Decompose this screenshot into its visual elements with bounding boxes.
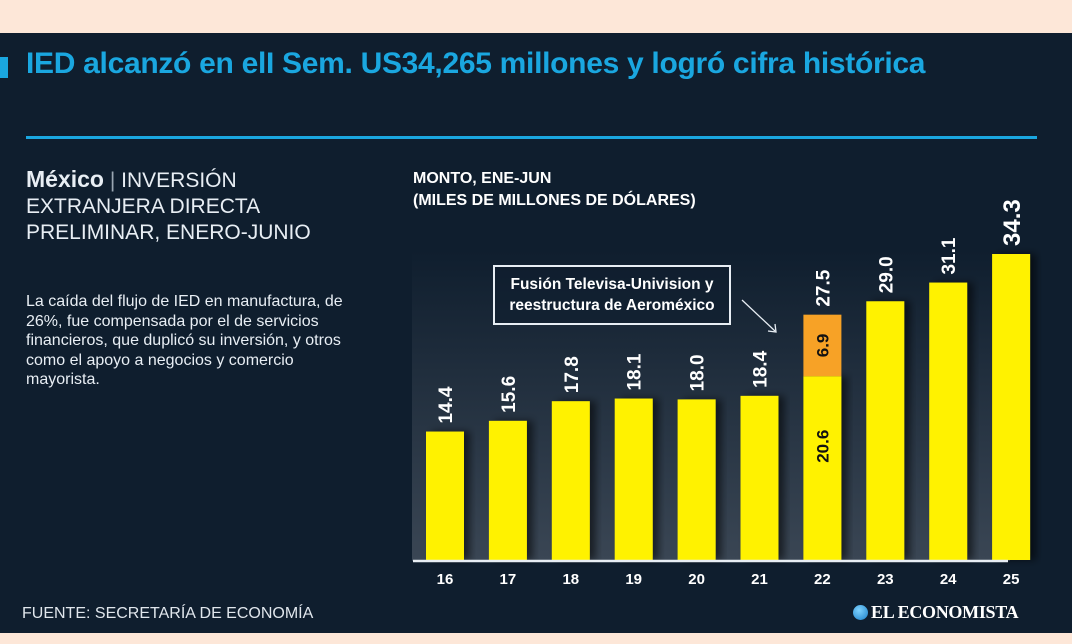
- bar-24: [929, 282, 968, 560]
- title-divider: [26, 136, 1037, 139]
- x-tick-label: 23: [877, 571, 894, 588]
- country-name: México: [26, 166, 104, 192]
- annotation-arrow: [741, 299, 776, 332]
- brand-logo: EL ECONOMISTA: [853, 602, 1019, 623]
- annotation-box: Fusión Televisa-Univision y reestructura…: [493, 265, 731, 325]
- x-tick-label: 25: [1003, 571, 1020, 588]
- bar-25: [992, 254, 1031, 560]
- data-label-17: 15.6: [499, 376, 520, 413]
- x-tick-label: 17: [500, 571, 517, 588]
- data-label-22: 27.5: [813, 269, 834, 306]
- data-label-24: 31.1: [939, 237, 960, 274]
- data-label-16: 14.4: [436, 386, 457, 423]
- bar-17: [488, 420, 527, 560]
- title-accent-bar: [0, 57, 8, 78]
- data-label-21: 18.4: [751, 350, 772, 387]
- segment-label-base: 20.6: [813, 430, 832, 463]
- subtitle-text: INVERSIÓN EXTRANJERA DIRECTA PRELIMINAR,…: [26, 169, 311, 244]
- bar-16: [426, 431, 464, 560]
- bar-22-base: [803, 376, 842, 560]
- chart-title: MONTO, ENE-JUN: [413, 170, 552, 187]
- x-tick-label: 16: [437, 571, 454, 588]
- page-title: IED alcanzó en elI Sem. US34,265 millone…: [26, 47, 926, 80]
- source-note: FUENTE: SECRETARÍA DE ECONOMÍA: [22, 605, 314, 622]
- x-tick-label: 20: [688, 571, 705, 588]
- bar-18: [551, 401, 590, 560]
- chart-subtitle: México | INVERSIÓN EXTRANJERA DIRECTA PR…: [26, 166, 366, 246]
- data-label-18: 17.8: [562, 356, 583, 393]
- annotation-line-1: Fusión Televisa-Univision y: [510, 276, 714, 293]
- x-tick-label: 24: [940, 571, 957, 588]
- subtitle-separator: |: [109, 169, 116, 192]
- data-label-25: 34.3: [999, 199, 1026, 246]
- bar-22-extra: [803, 314, 842, 377]
- segment-label-extra: 6.9: [813, 334, 832, 358]
- bar-23: [866, 301, 905, 560]
- annotation-arrowhead: [767, 323, 777, 333]
- data-label-19: 18.1: [625, 353, 646, 390]
- bar-21: [740, 395, 779, 560]
- bar-19: [614, 398, 653, 560]
- brand-name: EL ECONOMISTA: [871, 602, 1019, 622]
- annotation-line-2: reestructura de Aeroméxico: [509, 297, 715, 314]
- y-axis-label: MONTO, ENE-JUN (MILES DE MILLONES DE DÓL…: [413, 168, 696, 212]
- x-tick-label: 18: [562, 571, 579, 588]
- data-label-20: 18.0: [688, 354, 709, 391]
- x-tick-label: 22: [814, 571, 831, 588]
- el-economista-logo-icon: [853, 605, 868, 620]
- description-text: La caída del flujo de IED en manufactura…: [26, 293, 343, 388]
- x-tick-label: 19: [625, 571, 642, 588]
- bar-20: [677, 399, 716, 560]
- chart-units: (MILES DE MILLONES DE DÓLARES): [413, 192, 696, 209]
- x-tick-label: 21: [751, 571, 768, 588]
- data-label-23: 29.0: [876, 256, 897, 293]
